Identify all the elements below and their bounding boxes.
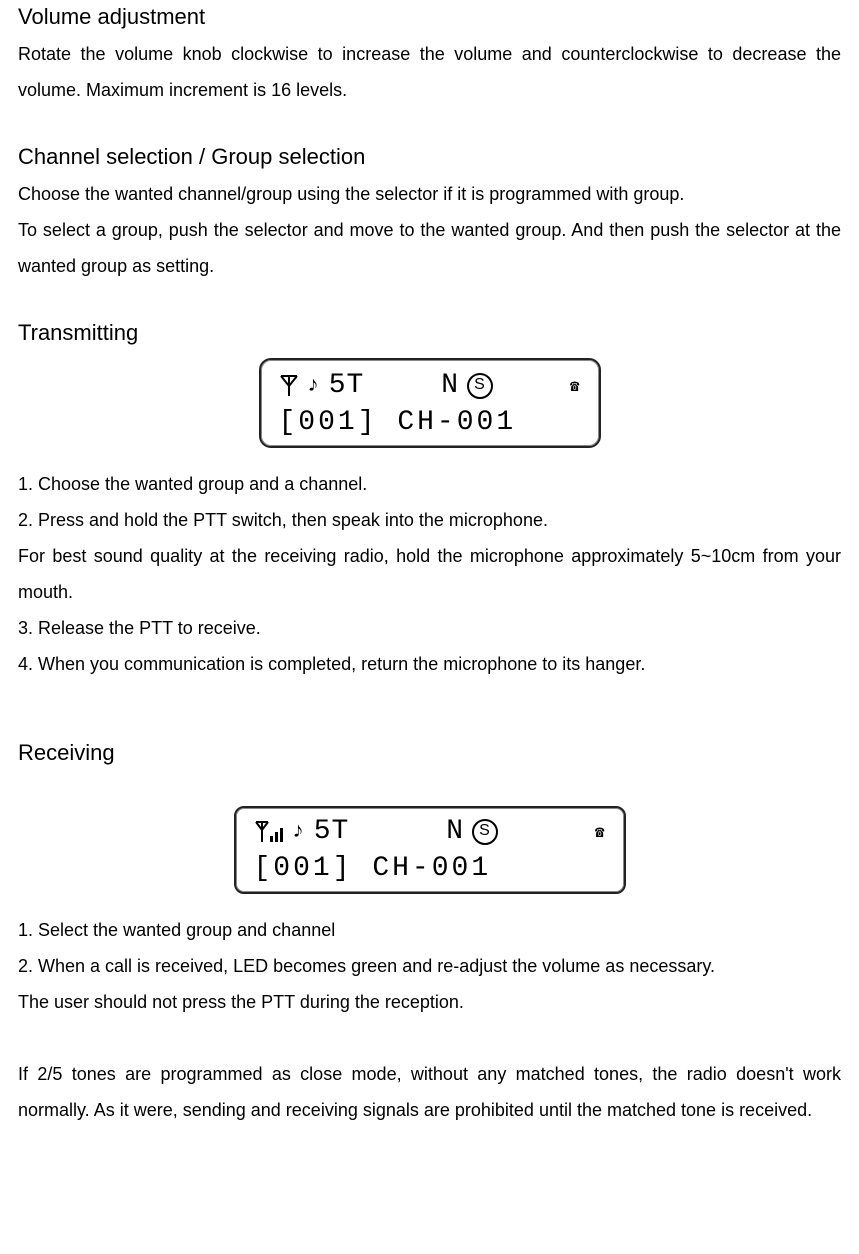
phone-icon: ☎ [570,376,581,396]
tx-step-4: 4. When you communication is completed, … [18,646,841,682]
music-note-icon: ♪ [292,819,306,844]
tx-note: For best sound quality at the receiving … [18,538,841,610]
phone-icon: ☎ [595,822,606,842]
document-page: Volume adjustment Rotate the volume knob… [0,0,859,1148]
heading-volume: Volume adjustment [18,4,841,30]
spacer [18,682,841,718]
lcd-n-text: N [441,370,459,401]
lcd-5t-text: 5T [329,370,365,401]
rx-step-2: 2. When a call is received, LED becomes … [18,948,841,984]
spacer [18,108,841,144]
circled-s-icon: S [472,819,498,845]
lcd-5t-text: 5T [314,816,350,847]
lcd-receiving-row1: ♪ 5T N S ☎ [254,816,606,847]
circled-s-icon: S [467,373,493,399]
lcd-transmitting-row2: [001] CH-001 [279,407,581,438]
lcd-transmitting: ♪ 5T N S ☎ [001] CH-001 [259,358,601,448]
tx-step-2: 2. Press and hold the PTT switch, then s… [18,502,841,538]
spacer [18,718,841,740]
lcd-transmitting-wrap: ♪ 5T N S ☎ [001] CH-001 [18,358,841,448]
music-note-icon: ♪ [307,373,321,398]
rx-step-1: 1. Select the wanted group and channel [18,912,841,948]
lcd-receiving: ♪ 5T N S ☎ [001] CH-001 [234,806,626,894]
lcd-receiving-row2: [001] CH-001 [254,853,606,884]
body-channel-1: Choose the wanted channel/group using th… [18,176,841,212]
lcd-n-text: N [446,816,464,847]
heading-transmitting: Transmitting [18,320,841,346]
heading-channel: Channel selection / Group selection [18,144,841,170]
antenna-icon [279,374,299,398]
body-volume: Rotate the volume knob clockwise to incr… [18,36,841,108]
body-channel-2: To select a group, push the selector and… [18,212,841,284]
rx-footer: If 2/5 tones are programmed as close mod… [18,1056,841,1128]
tx-step-1: 1. Choose the wanted group and a channel… [18,466,841,502]
antenna-bars-icon [254,820,284,844]
spacer [18,1020,841,1056]
lcd-receiving-wrap: ♪ 5T N S ☎ [001] CH-001 [18,806,841,894]
lcd-transmitting-row1: ♪ 5T N S ☎ [279,370,581,401]
spacer [18,284,841,320]
spacer [18,772,841,794]
rx-note: The user should not press the PTT during… [18,984,841,1020]
heading-receiving: Receiving [18,740,841,766]
tx-step-3: 3. Release the PTT to receive. [18,610,841,646]
